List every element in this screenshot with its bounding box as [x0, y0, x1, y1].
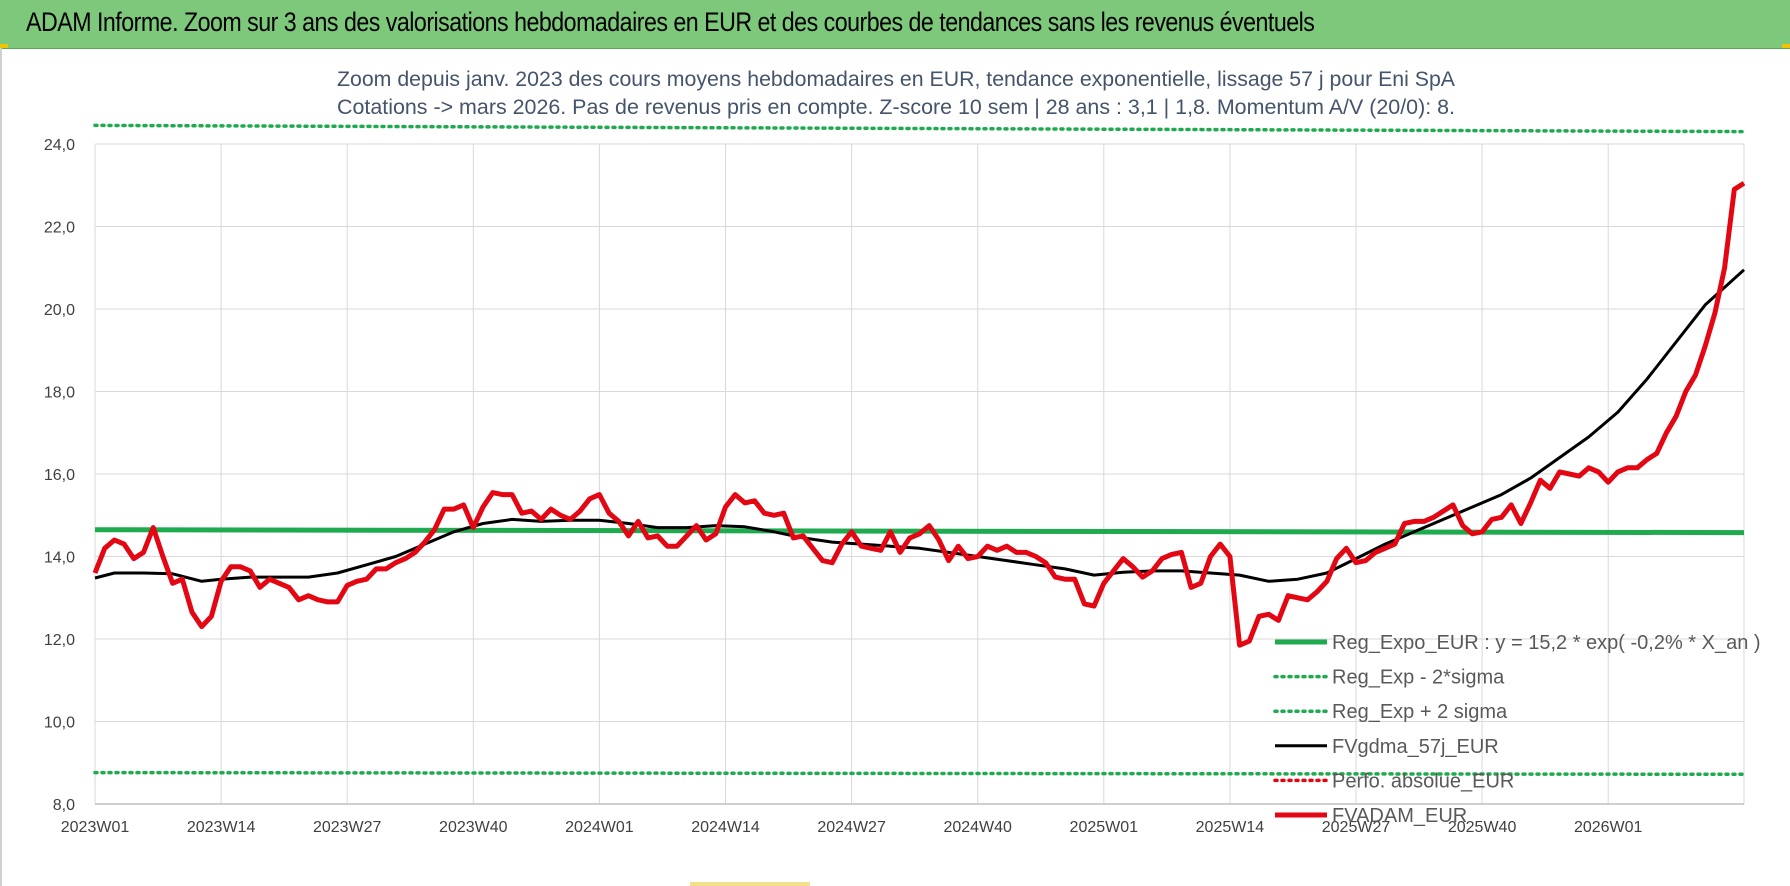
legend-label: Reg_Exp - 2*sigma: [1332, 667, 1505, 689]
banner-title: ADAM Informe. Zoom sur 3 ans des valoris…: [26, 7, 1315, 37]
series-group: [92, 123, 1746, 777]
y-tick-label: 16,0: [44, 467, 75, 484]
corner-mark-left: [0, 44, 8, 48]
corner-mark-right: [1782, 44, 1790, 48]
chart-subtitle: Cotations -> mars 2026. Pas de revenus p…: [337, 96, 1455, 119]
y-tick-label: 8,0: [53, 797, 75, 814]
header-banner: ADAM Informe. Zoom sur 3 ans des valoris…: [0, 0, 1790, 49]
y-tick-label: 22,0: [44, 220, 75, 237]
chart-title: Zoom depuis janv. 2023 des cours moyens …: [337, 68, 1455, 91]
x-tick-label: 2026W01: [1574, 819, 1643, 836]
series-line-2: [93, 123, 1746, 134]
x-tick-label: 2025W14: [1196, 819, 1265, 836]
legend-label: Reg_Exp + 2 sigma: [1332, 701, 1508, 723]
series-line-1: [93, 770, 1746, 777]
x-tick-label: 2024W14: [691, 819, 760, 836]
y-tick-label: 12,0: [44, 632, 75, 649]
x-tick-label: 2023W40: [439, 819, 508, 836]
y-tick-label: 20,0: [44, 302, 75, 319]
x-tick-label: 2024W01: [565, 819, 634, 836]
x-tick-label: 2024W40: [943, 819, 1012, 836]
legend: Reg_Expo_EUR : y = 15,2 * exp( -0,2% * X…: [1273, 632, 1761, 827]
y-tick-label: 18,0: [44, 385, 75, 402]
legend-label: FVgdma_57j_EUR: [1332, 736, 1499, 758]
x-tick-label: 2024W27: [817, 819, 886, 836]
x-tick-label: 2025W01: [1070, 819, 1139, 836]
bottom-mark: [690, 882, 810, 886]
x-tick-label: 2025W27: [1322, 819, 1391, 836]
x-tick-label: 2025W40: [1448, 819, 1517, 836]
legend-label: Reg_Expo_EUR : y = 15,2 * exp( -0,2% * X…: [1332, 632, 1761, 654]
y-tick-label: 10,0: [44, 715, 75, 732]
legend-label: Perfo. absolue_EUR: [1332, 770, 1514, 792]
axes: 8,0 10,0 12,0 14,0 16,0 18,0 20,0 22,0 24,0 2023W…: [44, 137, 1744, 836]
grid-lines: [94, 143, 1745, 805]
chart-area: Zoom depuis janv. 2023 des cours moyens …: [0, 48, 1790, 886]
y-tick-label: 24,0: [44, 137, 75, 154]
x-tick-label: 2023W27: [313, 819, 382, 836]
legend-label: FVADAM_EUR: [1332, 805, 1467, 827]
y-tick-label: 14,0: [44, 550, 75, 567]
line-chart: Zoom depuis janv. 2023 des cours moyens …: [44, 68, 1761, 836]
x-tick-label: 2023W14: [187, 819, 256, 836]
series-line-5: [92, 181, 1746, 648]
x-tick-label: 2023W01: [61, 819, 130, 836]
